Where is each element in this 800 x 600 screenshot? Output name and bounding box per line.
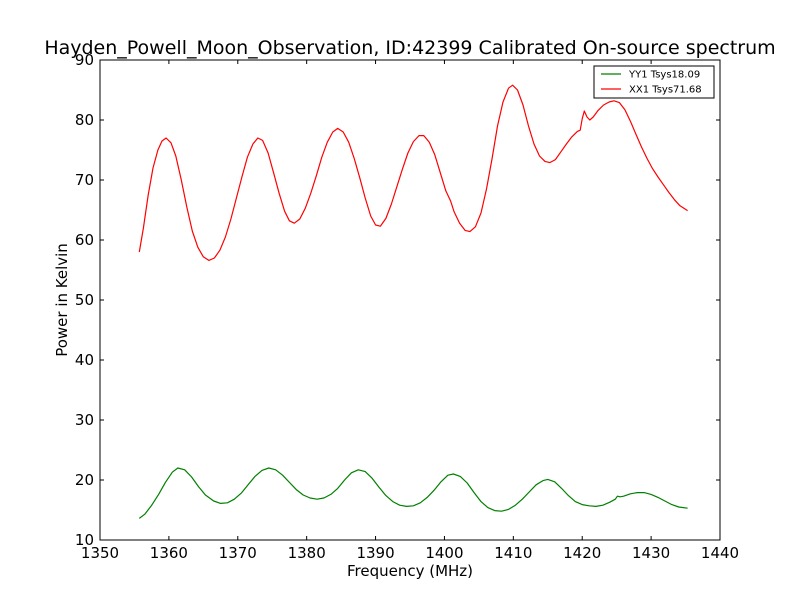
series-line-0 [138,467,688,519]
x-tick-label: 1420 [563,544,601,562]
x-tick-label: 1430 [632,544,670,562]
chart-title: Hayden_Powell_Moon_Observation, ID:42399… [44,37,775,59]
x-tick-label: 1350 [81,544,119,562]
y-tick-label: 50 [75,291,94,309]
y-tick-label: 10 [75,531,94,549]
x-tick-label: 1440 [701,544,739,562]
x-tick-label: 1410 [494,544,532,562]
y-tick-label: 60 [75,231,94,249]
y-tick-label: 90 [75,51,94,69]
series-line-1 [138,84,688,261]
y-tick-label: 80 [75,111,94,129]
x-axis-title: Frequency (MHz) [347,562,473,580]
x-tick-label: 1400 [425,544,463,562]
y-tick-label: 30 [75,411,94,429]
series-layer [138,84,688,519]
y-tick-label: 20 [75,471,94,489]
x-tick-label: 1390 [356,544,394,562]
x-axis: 1350 1360 1370 1380 1390 1400 1410 1420 1430 1440 [81,60,739,562]
y-axis: 10 20 30 40 50 60 70 80 90 [75,51,720,549]
legend-box [593,65,715,99]
legend-label-1: XX1 Tsys71.68 [629,85,702,96]
legend: YY1 Tsys18.09 XX1 Tsys71.68 [593,65,715,99]
x-tick-label: 1360 [150,544,188,562]
x-tick-label: 1370 [219,544,257,562]
y-tick-label: 70 [75,171,94,189]
y-tick-label: 40 [75,351,94,369]
y-axis-title: Power in Kelvin [53,243,71,357]
legend-label-0: YY1 Tsys18.09 [628,70,700,81]
x-tick-label: 1380 [288,544,326,562]
